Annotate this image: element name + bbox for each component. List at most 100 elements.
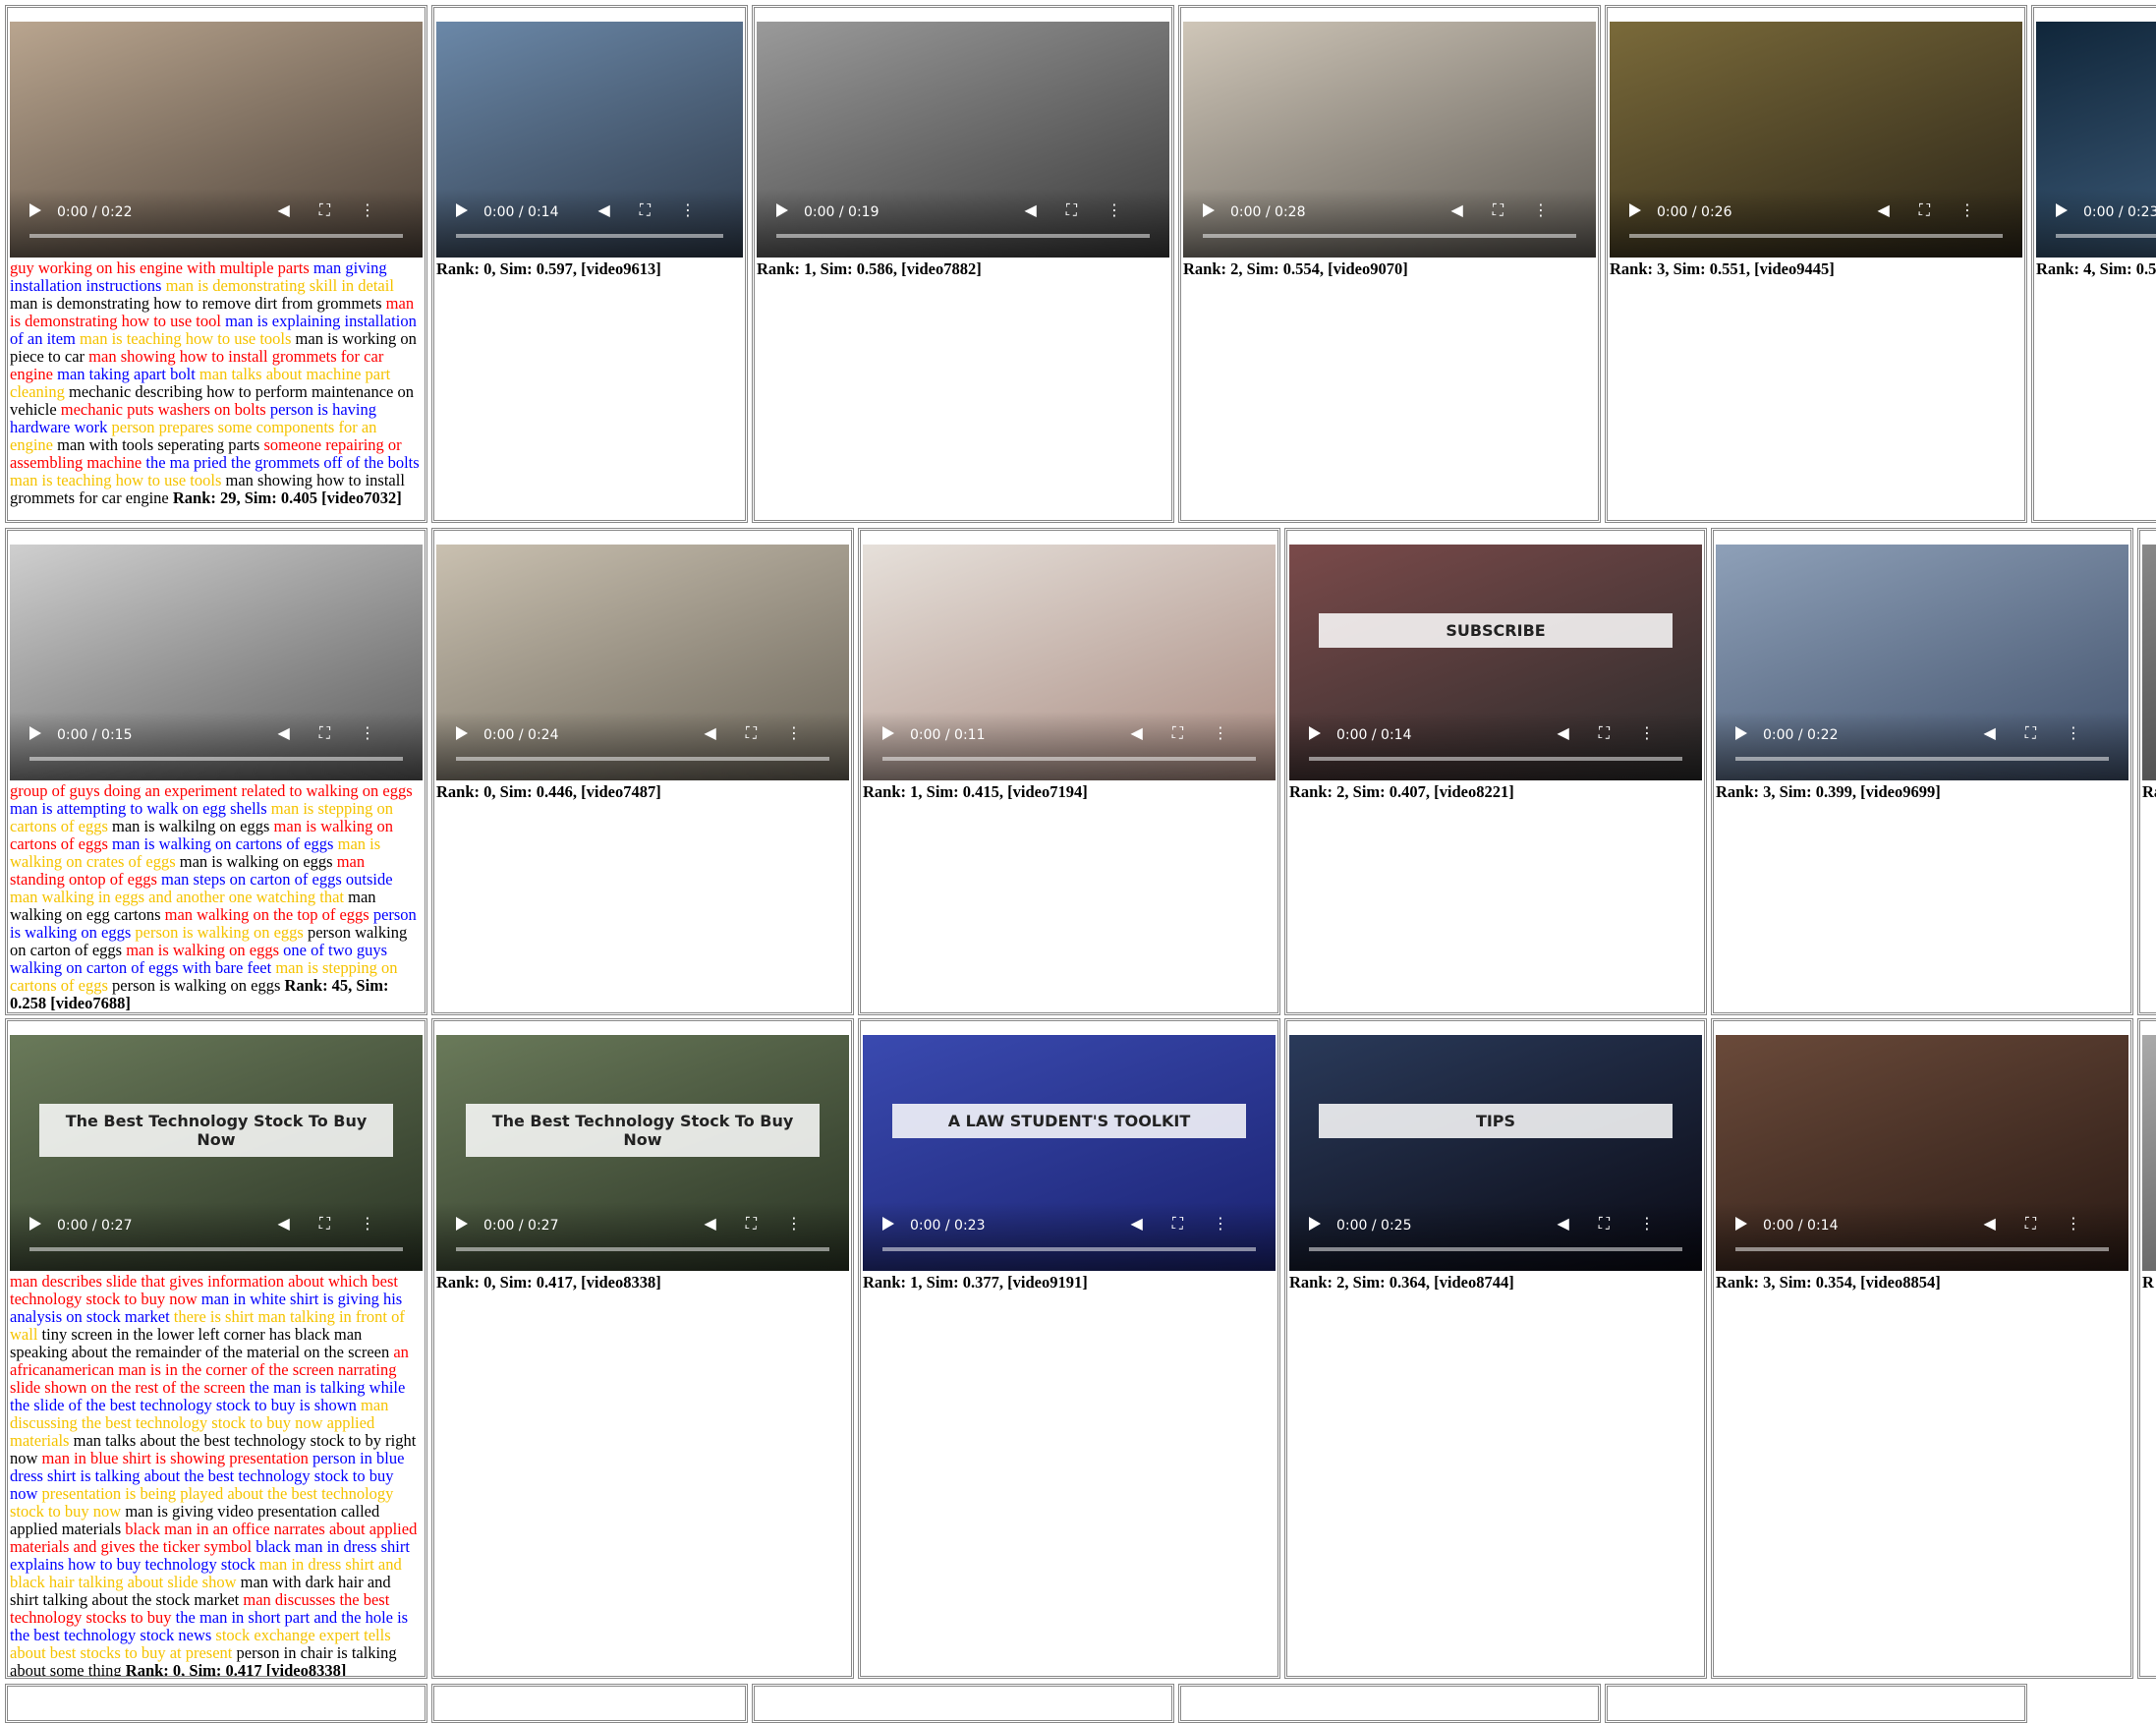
caption: man with tools seperating parts (57, 435, 260, 454)
video-player[interactable]: 0:00 / 0:24 ◀⛶⋮ (436, 545, 849, 780)
video-player[interactable]: 0:00 / 0:14 ◀⛶⋮ (436, 22, 743, 258)
caption: the ma pried the grommets off of the bol… (145, 453, 420, 472)
play-button[interactable] (29, 726, 41, 740)
play-button[interactable] (456, 726, 468, 740)
result-cell: 0:00 / 0:24 ◀⛶⋮ Rank: 0, Sim: 0.446, [vide… (431, 528, 854, 1015)
progress-bar[interactable] (1735, 1247, 2109, 1251)
control-icons[interactable]: ◀⛶⋮ (277, 1214, 405, 1233)
control-icons[interactable]: ◀⛶⋮ (1983, 723, 2111, 742)
progress-bar[interactable] (882, 757, 1256, 761)
video-player[interactable]: A LAW STUDENT'S TOOLKIT 0:00 / 0:23 ◀⛶⋮ (863, 1035, 1276, 1271)
caption: mechanic puts washers on bolts (60, 400, 266, 419)
video-player[interactable] (2142, 1035, 2156, 1271)
play-button[interactable] (29, 1217, 41, 1231)
video-time: 0:00 / 0:24 (483, 727, 559, 743)
video-player[interactable]: 0:00 / 0:28 ◀⛶⋮ (1183, 22, 1596, 258)
video-player[interactable]: 0:00 / 0:23◀⛶⋮ (2036, 22, 2156, 258)
play-button[interactable] (776, 203, 788, 217)
caption: man walking on the top of eggs (164, 905, 369, 924)
control-icons[interactable]: ◀⛶⋮ (1983, 1214, 2111, 1233)
video-time: 0:00 / 0:25 (1336, 1218, 1412, 1234)
control-icons[interactable]: ◀⛶⋮ (1557, 1214, 1684, 1233)
caption: man steps on carton of eggs outside (161, 870, 393, 889)
progress-bar[interactable] (2056, 234, 2156, 238)
progress-bar[interactable] (1735, 757, 2109, 761)
result-label: Rank: 3, Sim: 0.399, [video9699] (1716, 782, 1941, 801)
control-icons[interactable]: ◀⛶⋮ (1557, 723, 1684, 742)
video-overlay-text: The Best Technology Stock To Buy Now (39, 1104, 393, 1157)
progress-bar[interactable] (1309, 757, 1682, 761)
video-controls: 0:00 / 0:22 ◀⛶⋮ (1716, 712, 2128, 780)
caption-list: man describes slide that gives informati… (10, 1273, 423, 1677)
progress-bar[interactable] (456, 757, 829, 761)
video-controls: 0:00 / 0:14 ◀⛶⋮ (1289, 712, 1702, 780)
play-button[interactable] (1203, 203, 1215, 217)
caption: man is attempting to walk on egg shells (10, 799, 267, 818)
control-icons[interactable]: ◀⛶⋮ (1877, 201, 2005, 219)
control-icons[interactable]: ◀⛶⋮ (704, 1214, 831, 1233)
control-icons[interactable]: ◀⛶⋮ (1024, 201, 1152, 219)
progress-bar[interactable] (882, 1247, 1256, 1251)
caption: man in dress shirt and black hair talkin… (10, 1555, 402, 1591)
video-player[interactable]: 0:00 / 0:26 ◀⛶⋮ (1610, 22, 2022, 258)
play-button[interactable] (456, 1217, 468, 1231)
caption: man in white shirt is giving his analysi… (10, 1290, 403, 1326)
play-button[interactable] (882, 1217, 894, 1231)
play-button[interactable] (456, 203, 468, 217)
caption: person prepares some components for an e… (10, 418, 377, 454)
video-player[interactable]: SUBSCRIBE 0:00 / 0:14 ◀⛶⋮ (1289, 545, 1702, 780)
caption: man is working on piece to car (10, 329, 417, 366)
video-player[interactable]: 0:00 / 0:14 ◀⛶⋮ (1716, 1035, 2128, 1271)
video-player[interactable]: TIPS 0:00 / 0:25 ◀⛶⋮ (1289, 1035, 1702, 1271)
caption: person is having hardware work (10, 400, 377, 436)
caption: person is walking on eggs (10, 905, 417, 942)
progress-bar[interactable] (456, 1247, 829, 1251)
result-label: Rank: 2, Sim: 0.554, [video9070] (1183, 259, 1408, 278)
caption: black man in an office narrates about ap… (10, 1520, 418, 1556)
control-icons[interactable]: ◀⛶⋮ (277, 201, 405, 219)
caption-list: guy working on his engine with multiple … (10, 259, 423, 507)
result-cell: 0:00 / 0:26 ◀⛶⋮ Rank: 3, Sim: 0.551, [vide… (1605, 5, 2027, 523)
result-cell: 0:00 / 0:14 ◀⛶⋮ Rank: 3, Sim: 0.354, [vide… (1711, 1018, 2133, 1679)
progress-bar[interactable] (29, 757, 403, 761)
control-icons[interactable]: ◀⛶⋮ (1450, 201, 1578, 219)
play-button[interactable] (2056, 203, 2068, 217)
video-player[interactable]: The Best Technology Stock To Buy Now 0:00… (10, 1035, 423, 1271)
progress-bar[interactable] (29, 234, 403, 238)
play-button[interactable] (1735, 726, 1747, 740)
video-player[interactable]: 0:00 / 0:22 ◀⛶⋮ (10, 22, 423, 258)
caption: man is walking on eggs (126, 941, 280, 959)
video-player[interactable]: The Best Technology Stock To Buy Now 0:00… (436, 1035, 849, 1271)
progress-bar[interactable] (1309, 1247, 1682, 1251)
caption: man is teaching how to use tools (10, 471, 222, 489)
caption: black man in dress shirt explains how to… (10, 1537, 410, 1574)
video-time: 0:00 / 0:15 (57, 727, 133, 743)
result-row: 0:00 / 0:22 ◀⛶⋮ guy working on his engine … (5, 5, 2156, 523)
control-icons[interactable]: ◀⛶⋮ (1130, 723, 1258, 742)
progress-bar[interactable] (776, 234, 1150, 238)
control-icons[interactable]: ◀⛶⋮ (277, 723, 405, 742)
progress-bar[interactable] (456, 234, 723, 238)
play-button[interactable] (882, 726, 894, 740)
progress-bar[interactable] (1203, 234, 1576, 238)
play-button[interactable] (1309, 1217, 1321, 1231)
caption: person in blue dress shirt is talking ab… (10, 1449, 405, 1503)
caption: man is walking on crates of eggs (10, 834, 381, 871)
video-player[interactable] (2142, 545, 2156, 780)
caption: there is shirt man talking in front of w… (10, 1307, 405, 1344)
control-icons[interactable]: ◀⛶⋮ (1130, 1214, 1258, 1233)
play-button[interactable] (29, 203, 41, 217)
caption: man in blue shirt is showing presentatio… (41, 1449, 309, 1467)
video-player[interactable]: 0:00 / 0:11 ◀⛶⋮ (863, 545, 1276, 780)
video-player[interactable]: 0:00 / 0:22 ◀⛶⋮ (1716, 545, 2128, 780)
video-player[interactable]: 0:00 / 0:19 ◀⛶⋮ (757, 22, 1169, 258)
video-player[interactable]: 0:00 / 0:15 ◀⛶⋮ (10, 545, 423, 780)
control-icons[interactable]: ◀⛶⋮ (597, 201, 725, 219)
result-cell: 0:00 / 0:22 ◀⛶⋮ Rank: 3, Sim: 0.399, [vide… (1711, 528, 2133, 1015)
control-icons[interactable]: ◀⛶⋮ (704, 723, 831, 742)
play-button[interactable] (1735, 1217, 1747, 1231)
progress-bar[interactable] (29, 1247, 403, 1251)
progress-bar[interactable] (1629, 234, 2003, 238)
play-button[interactable] (1309, 726, 1321, 740)
play-button[interactable] (1629, 203, 1641, 217)
